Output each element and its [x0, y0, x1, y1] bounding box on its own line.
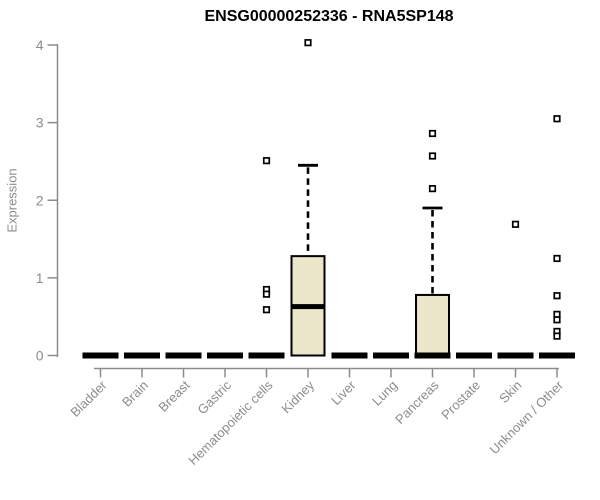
x-category-label-pancreas: Pancreas [392, 377, 442, 427]
chart-title: ENSG00000252336 - RNA5SP148 [204, 8, 454, 25]
x-category-label-gastric: Gastric [194, 377, 234, 417]
x-category-label-kidney: Kidney [278, 377, 317, 416]
y-tick-label: 4 [36, 37, 44, 53]
outlier-point-unknown-other [553, 254, 561, 263]
median-line-unknown-other [539, 352, 575, 359]
y-tick-label: 0 [36, 348, 44, 364]
x-category-label-brain: Brain [119, 378, 151, 410]
outlier-point-hematopoietic-cells [262, 306, 271, 314]
x-category-label-breast: Breast [155, 377, 192, 414]
outlier-point-skin [511, 220, 520, 228]
median-line-brain [124, 352, 160, 359]
x-category-label-liver: Liver [328, 377, 359, 408]
outlier-point-pancreas [428, 152, 437, 160]
box-pancreas [415, 293, 450, 357]
outlier-point-hematopoietic-cells [262, 290, 271, 298]
x-category-label-skin: Skin [496, 378, 524, 406]
median-line-skin [497, 352, 534, 359]
outlier-point-unknown-other [553, 332, 561, 340]
median-line-hematopoietic-cells [248, 352, 285, 359]
median-line-liver [331, 352, 368, 359]
x-category-label-bladder: Bladder [67, 377, 110, 420]
median-line-bladder [82, 352, 119, 359]
median-line-lung [373, 352, 409, 359]
y-tick-label: 1 [36, 270, 44, 286]
outlier-point-unknown-other [553, 292, 561, 300]
median-line-gastric [207, 352, 243, 359]
y-tick-label: 2 [36, 192, 44, 208]
outlier-point-unknown-other [553, 316, 561, 324]
outlier-point-pancreas [428, 185, 437, 193]
median-line-kidney [291, 304, 325, 310]
y-tick-label: 3 [36, 115, 44, 131]
outlier-point-pancreas [428, 129, 437, 138]
x-category-label-unknown-other: Unknown / Other [487, 377, 567, 457]
median-line-pancreas [414, 352, 451, 359]
x-category-label-lung: Lung [369, 378, 400, 409]
median-line-prostate [456, 352, 492, 359]
median-line-breast [165, 352, 202, 359]
outlier-point-kidney [304, 39, 312, 47]
outlier-point-unknown-other [553, 115, 561, 123]
outlier-point-hematopoietic-cells [262, 157, 271, 165]
x-category-label-prostate: Prostate [438, 378, 483, 423]
